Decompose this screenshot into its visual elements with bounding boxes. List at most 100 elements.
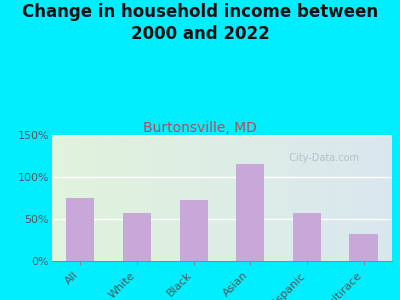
- Bar: [283, 135, 285, 261]
- Text: Change in household income between
2000 and 2022: Change in household income between 2000 …: [22, 3, 378, 43]
- Bar: [370, 135, 372, 261]
- Bar: [110, 135, 112, 261]
- Bar: [113, 135, 115, 261]
- Bar: [146, 135, 147, 261]
- Bar: [346, 135, 348, 261]
- Bar: [215, 135, 217, 261]
- Bar: [135, 135, 137, 261]
- Bar: [360, 135, 361, 261]
- Text: Burtonsville, MD: Burtonsville, MD: [143, 122, 257, 136]
- Bar: [79, 135, 81, 261]
- Bar: [248, 135, 249, 261]
- Bar: [324, 135, 326, 261]
- Bar: [55, 135, 57, 261]
- Bar: [285, 135, 286, 261]
- Bar: [218, 135, 220, 261]
- Bar: [147, 135, 149, 261]
- Bar: [74, 135, 76, 261]
- Bar: [236, 135, 237, 261]
- Bar: [71, 135, 72, 261]
- Bar: [358, 135, 360, 261]
- Bar: [322, 135, 324, 261]
- Bar: [236, 164, 264, 261]
- Bar: [270, 135, 271, 261]
- Bar: [106, 135, 108, 261]
- Bar: [319, 135, 320, 261]
- Bar: [66, 135, 67, 261]
- Bar: [275, 135, 276, 261]
- Bar: [350, 135, 351, 261]
- Bar: [54, 135, 55, 261]
- Bar: [334, 135, 336, 261]
- Bar: [76, 135, 78, 261]
- Bar: [305, 135, 307, 261]
- Bar: [339, 135, 341, 261]
- Bar: [226, 135, 227, 261]
- Bar: [139, 135, 140, 261]
- Bar: [166, 135, 168, 261]
- Bar: [368, 135, 370, 261]
- Bar: [385, 135, 387, 261]
- Bar: [96, 135, 98, 261]
- Bar: [171, 135, 173, 261]
- Bar: [101, 135, 103, 261]
- Bar: [327, 135, 329, 261]
- Bar: [276, 135, 278, 261]
- Bar: [178, 135, 180, 261]
- Bar: [384, 135, 385, 261]
- Bar: [130, 135, 132, 261]
- Bar: [57, 135, 59, 261]
- Bar: [332, 135, 334, 261]
- Bar: [103, 135, 105, 261]
- Bar: [268, 135, 270, 261]
- Bar: [348, 135, 350, 261]
- Bar: [382, 135, 384, 261]
- Bar: [280, 135, 282, 261]
- Bar: [105, 135, 106, 261]
- Bar: [152, 135, 154, 261]
- Bar: [229, 135, 230, 261]
- Bar: [207, 135, 208, 261]
- Bar: [127, 135, 128, 261]
- Bar: [98, 135, 100, 261]
- Bar: [253, 135, 254, 261]
- Bar: [293, 135, 295, 261]
- Bar: [173, 135, 174, 261]
- Bar: [362, 135, 363, 261]
- Bar: [343, 135, 344, 261]
- Bar: [353, 135, 354, 261]
- Bar: [271, 135, 273, 261]
- Bar: [380, 135, 382, 261]
- Bar: [227, 135, 229, 261]
- Bar: [123, 135, 125, 261]
- Bar: [312, 135, 314, 261]
- Bar: [60, 135, 62, 261]
- Bar: [217, 135, 218, 261]
- Bar: [239, 135, 241, 261]
- Bar: [307, 135, 309, 261]
- Bar: [62, 135, 64, 261]
- Bar: [302, 135, 304, 261]
- Bar: [249, 135, 251, 261]
- Bar: [351, 135, 353, 261]
- Bar: [331, 135, 332, 261]
- Bar: [258, 135, 259, 261]
- Bar: [202, 135, 203, 261]
- Bar: [154, 135, 156, 261]
- Bar: [363, 135, 365, 261]
- Bar: [286, 135, 288, 261]
- Bar: [120, 135, 122, 261]
- Bar: [144, 135, 146, 261]
- Bar: [128, 135, 130, 261]
- Bar: [84, 135, 86, 261]
- Bar: [366, 135, 368, 261]
- Bar: [237, 135, 239, 261]
- Bar: [241, 135, 242, 261]
- Bar: [273, 135, 275, 261]
- Bar: [321, 135, 322, 261]
- Bar: [81, 135, 82, 261]
- Bar: [122, 135, 123, 261]
- Bar: [210, 135, 212, 261]
- Bar: [142, 135, 144, 261]
- Bar: [117, 135, 118, 261]
